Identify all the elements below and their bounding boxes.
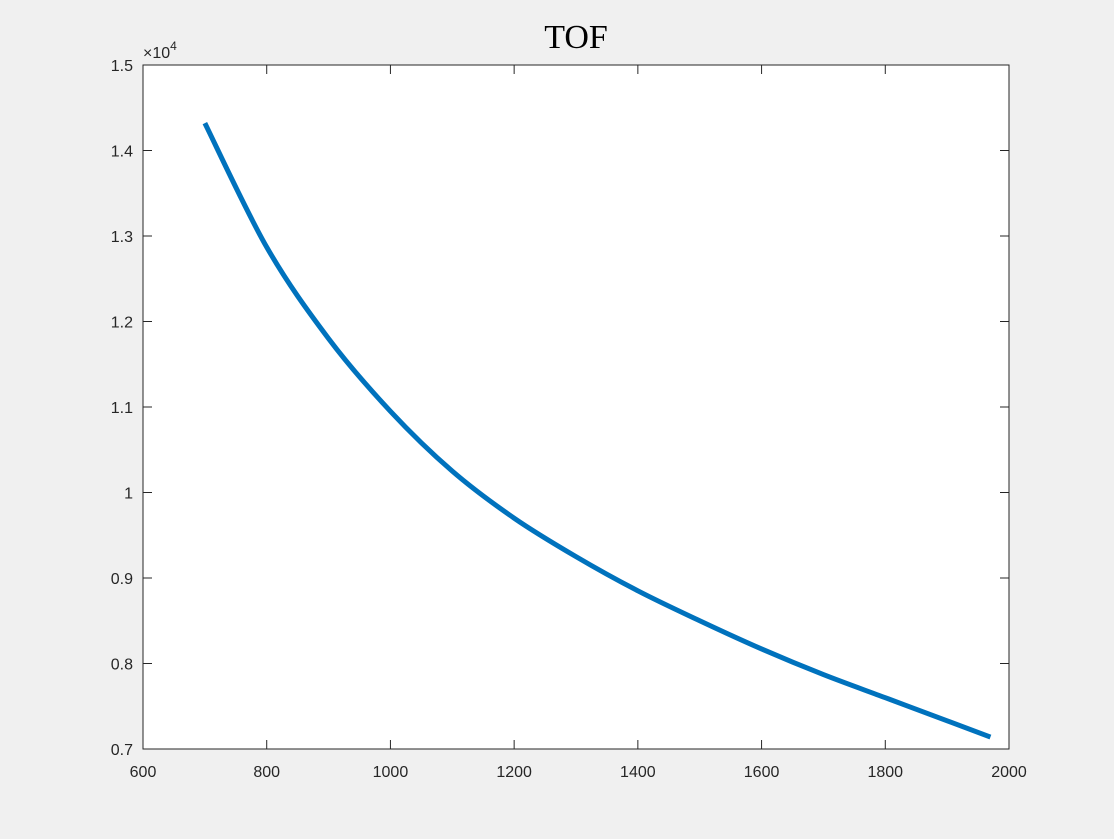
y-axis-exponent-base: ×10 <box>143 45 170 62</box>
y-tick-label: 0.8 <box>111 657 133 674</box>
y-tick-label: 1.1 <box>111 400 133 417</box>
x-tick-label: 1600 <box>744 764 780 781</box>
axes-box <box>142 64 1010 750</box>
y-axis-exponent-power: 4 <box>170 39 177 53</box>
y-tick-label: 1.2 <box>111 315 133 332</box>
x-tick-label: 800 <box>253 764 280 781</box>
x-tick-label: 1800 <box>867 764 903 781</box>
y-tick-label: 1.3 <box>111 229 133 246</box>
x-tick-label: 600 <box>130 764 157 781</box>
y-tick-label: 0.9 <box>111 571 133 588</box>
y-tick-label: 1.5 <box>111 58 133 75</box>
y-tick-label: 0.7 <box>111 742 133 759</box>
y-tick-label: 1.4 <box>111 144 133 161</box>
tick-labels: 600 800 1000 1200 1400 1600 1800 2000 0.7 0.8 0.9 1… <box>111 58 1027 781</box>
x-tick-label: 1400 <box>620 764 656 781</box>
series-layer <box>202 122 992 740</box>
y-axis-exponent: ×104 <box>143 39 177 62</box>
x-tick-label: 1200 <box>496 764 532 781</box>
x-tick-label: 1000 <box>373 764 409 781</box>
x-tick-label: 2000 <box>991 764 1027 781</box>
chart-title: TOF <box>544 19 608 56</box>
y-tick-label: 1 <box>124 486 133 503</box>
series-line <box>202 122 992 740</box>
plot-area <box>143 65 1009 749</box>
